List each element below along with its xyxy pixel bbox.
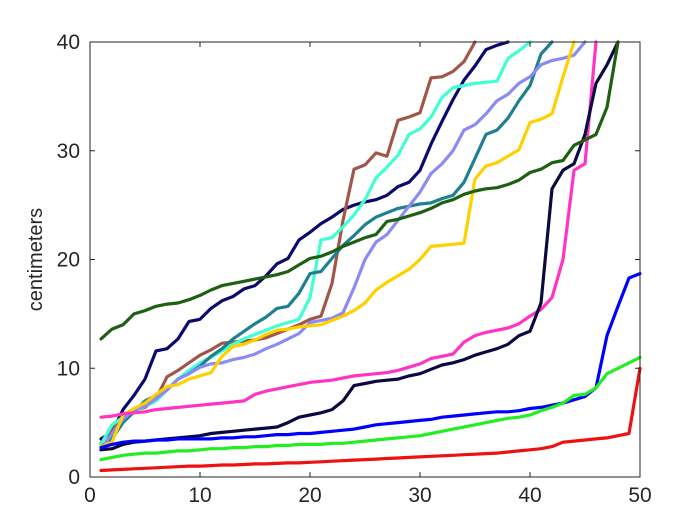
y-tick-label: 10 [57, 357, 80, 380]
x-tick-label: 40 [518, 484, 541, 507]
series-line-9 [99, 40, 620, 341]
series-line-11 [99, 355, 642, 462]
series-line-10 [99, 272, 642, 450]
series-line-3 [99, 40, 532, 446]
y-tick-label: 0 [68, 466, 80, 489]
y-tick-label: 20 [57, 249, 80, 272]
series-line-7 [99, 40, 598, 419]
x-tick-label: 0 [84, 484, 96, 507]
x-tick-label: 20 [298, 484, 321, 507]
y-tick-label: 30 [57, 140, 80, 163]
series-layer [99, 40, 642, 473]
x-tick-label: 10 [188, 484, 211, 507]
series-line-2 [99, 40, 477, 445]
ticks-layer: 0 10 20 30 40 50 0 10 20 30 40 [57, 31, 652, 507]
x-tick-label: 50 [628, 484, 651, 507]
series-line-12 [99, 366, 642, 473]
y-axis-label: centimeters [25, 208, 47, 311]
series-line-8 [99, 40, 620, 452]
series-line-6 [99, 40, 576, 449]
x-tick-label: 30 [408, 484, 431, 507]
series-line-1 [99, 40, 510, 441]
series-line-5 [99, 40, 587, 452]
y-tick-label: 40 [57, 31, 80, 54]
